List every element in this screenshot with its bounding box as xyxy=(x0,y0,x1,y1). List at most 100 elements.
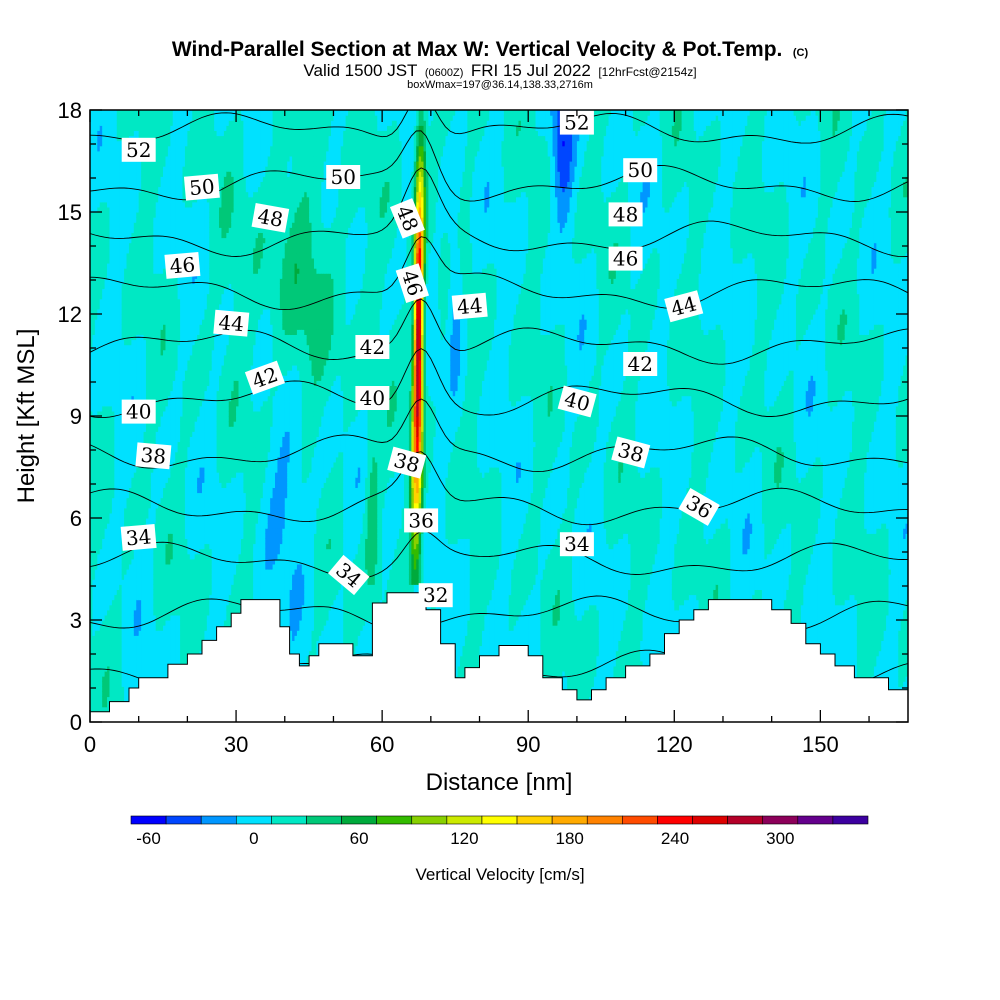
field-cell xyxy=(114,569,118,575)
field-cell xyxy=(104,247,108,254)
field-cell xyxy=(121,640,125,647)
field-cell xyxy=(119,196,123,203)
field-cell xyxy=(116,691,120,698)
field-cell xyxy=(124,212,128,218)
field-cell xyxy=(133,461,137,468)
field-cell xyxy=(136,268,140,274)
field-cell xyxy=(124,574,128,580)
field-cell xyxy=(126,635,130,641)
field-cell xyxy=(107,135,111,142)
field-cell xyxy=(124,181,128,188)
field-cell xyxy=(116,278,120,284)
field-cell xyxy=(114,319,118,325)
field-cell xyxy=(126,518,130,524)
field-cell xyxy=(114,150,118,157)
field-cell xyxy=(124,201,128,208)
field-cell xyxy=(97,375,101,381)
field-cell xyxy=(116,599,120,606)
field-cell xyxy=(116,569,120,575)
field-cell xyxy=(107,665,111,672)
field-cell xyxy=(124,298,128,305)
field-cell xyxy=(126,558,130,565)
field-cell xyxy=(124,441,128,448)
field-cell xyxy=(94,237,98,244)
field-cell xyxy=(116,461,120,468)
field-cell xyxy=(107,390,111,397)
field-cell xyxy=(111,252,115,259)
field-cell xyxy=(109,502,113,509)
field-cell xyxy=(92,263,96,269)
field-cell xyxy=(124,477,128,483)
field-cell xyxy=(111,528,115,534)
field-cell xyxy=(109,676,113,682)
field-cell xyxy=(104,176,108,182)
field-cell xyxy=(121,161,125,167)
field-cell xyxy=(104,125,108,131)
field-cell xyxy=(109,660,113,667)
field-cell xyxy=(121,456,125,463)
field-cell xyxy=(90,671,94,677)
field-cell xyxy=(109,584,113,590)
field-cell xyxy=(104,635,108,641)
field-cell xyxy=(124,431,128,437)
field-cell xyxy=(128,421,132,427)
field-cell xyxy=(107,528,111,534)
field-cell xyxy=(111,237,115,244)
field-cell xyxy=(114,365,118,371)
field-cell xyxy=(104,701,108,708)
field-cell xyxy=(121,339,125,346)
field-cell xyxy=(116,150,120,157)
field-cell xyxy=(90,145,94,152)
field-cell xyxy=(116,375,120,381)
field-cell xyxy=(128,436,132,443)
field-cell xyxy=(107,145,111,152)
field-cell xyxy=(111,467,115,473)
field-cell xyxy=(94,278,98,284)
field-cell xyxy=(97,110,101,116)
field-cell xyxy=(92,533,96,539)
field-cell xyxy=(116,181,120,188)
field-cell xyxy=(94,155,98,162)
field-cell xyxy=(92,681,96,687)
field-cell xyxy=(111,620,115,626)
field-cell xyxy=(99,625,103,631)
field-cell xyxy=(114,584,118,590)
field-cell xyxy=(128,288,132,295)
field-cell xyxy=(107,319,111,325)
field-cell xyxy=(133,171,137,177)
field-cell xyxy=(94,268,98,274)
field-cell xyxy=(92,482,96,488)
field-cell xyxy=(109,329,113,335)
field-cell xyxy=(94,140,98,147)
field-cell xyxy=(99,206,103,213)
field-cell xyxy=(102,620,106,626)
field-cell xyxy=(97,563,101,570)
field-cell xyxy=(131,421,135,427)
field-cell xyxy=(114,548,118,555)
field-cell xyxy=(94,533,98,539)
field-cell xyxy=(107,181,111,188)
field-cell xyxy=(124,349,128,356)
field-cell xyxy=(119,563,123,570)
field-cell xyxy=(102,263,106,269)
field-cell xyxy=(97,512,101,519)
field-cell xyxy=(114,446,118,453)
field-cell xyxy=(131,548,135,555)
field-cell xyxy=(104,405,108,412)
field-cell xyxy=(128,201,132,208)
field-cell xyxy=(126,257,130,264)
field-cell xyxy=(94,191,98,198)
field-cell xyxy=(136,584,140,590)
field-cell xyxy=(90,441,94,448)
field-cell xyxy=(126,482,130,488)
field-cell xyxy=(102,502,106,509)
field-cell xyxy=(92,303,96,310)
field-cell xyxy=(136,502,140,509)
field-cell xyxy=(92,472,96,478)
field-cell xyxy=(102,344,106,351)
field-cell xyxy=(92,594,96,601)
field-cell xyxy=(92,676,96,682)
field-cell xyxy=(109,140,113,147)
field-cell xyxy=(94,176,98,182)
field-cell xyxy=(97,140,101,147)
